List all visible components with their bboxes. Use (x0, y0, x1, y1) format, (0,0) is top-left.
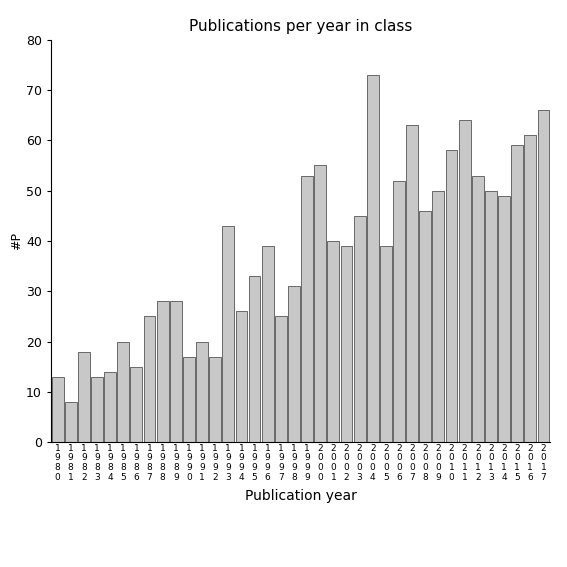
Bar (433, 191, 445, 442)
Bar (104, 372, 116, 442)
Bar (130, 367, 142, 442)
Bar (170, 302, 181, 442)
Y-axis label: #P: #P (10, 232, 23, 250)
Bar (354, 216, 366, 442)
Bar (406, 125, 418, 442)
Bar (222, 226, 234, 442)
Bar (420, 211, 431, 442)
Bar (117, 341, 129, 442)
Bar (446, 150, 458, 442)
Bar (209, 357, 221, 442)
Bar (367, 75, 379, 442)
Bar (393, 180, 405, 442)
Bar (143, 316, 155, 442)
Bar (327, 241, 339, 442)
Bar (485, 191, 497, 442)
Bar (235, 311, 247, 442)
Bar (196, 341, 208, 442)
Bar (301, 176, 313, 442)
Bar (288, 286, 300, 442)
Bar (511, 145, 523, 442)
Bar (91, 377, 103, 442)
Bar (262, 246, 274, 442)
Bar (472, 176, 484, 442)
Bar (538, 110, 549, 442)
Bar (65, 402, 77, 442)
Bar (524, 136, 536, 442)
Bar (275, 316, 287, 442)
Bar (498, 196, 510, 442)
Bar (459, 120, 471, 442)
Bar (52, 377, 64, 442)
Bar (156, 302, 168, 442)
Title: Publications per year in class: Publications per year in class (189, 19, 412, 35)
Bar (380, 246, 392, 442)
Bar (78, 352, 90, 442)
Bar (249, 276, 260, 442)
Bar (314, 166, 326, 442)
Bar (183, 357, 195, 442)
X-axis label: Publication year: Publication year (244, 489, 357, 503)
Bar (341, 246, 352, 442)
